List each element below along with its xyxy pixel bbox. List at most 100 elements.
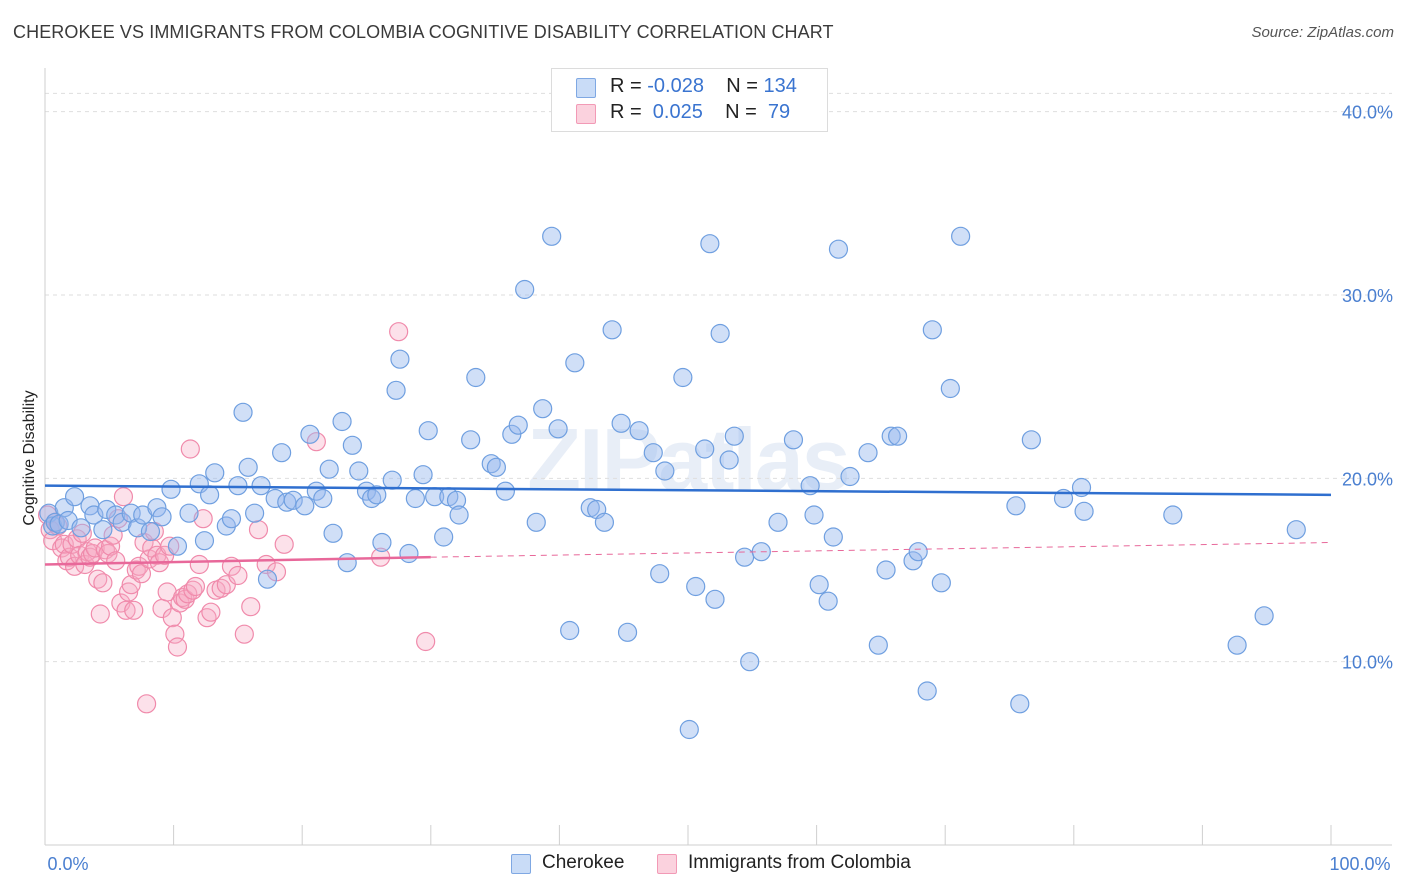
cherokee-point	[152, 507, 172, 527]
cherokee-point	[679, 719, 699, 740]
legend-n-label: N =	[725, 101, 763, 123]
cherokee-point	[508, 415, 528, 435]
colombia-point	[160, 536, 180, 556]
colombia-point	[228, 565, 248, 586]
cherokee-point	[804, 505, 824, 525]
trend-lines	[44, 484, 1332, 566]
correlation-legend: R = -0.028 N = 134 R = 0.025 N = 79	[551, 68, 828, 132]
colombia-point	[100, 536, 121, 556]
cherokee-point	[673, 367, 693, 388]
colombia-point	[118, 582, 139, 602]
cherokee-point	[1006, 496, 1026, 516]
cherokee-point	[922, 320, 942, 340]
cherokee-point	[1163, 505, 1183, 525]
colombia-point	[106, 551, 126, 571]
cherokee-point	[179, 503, 199, 523]
legend-label-colombia: Immigrants from Colombia	[688, 852, 911, 873]
colombia-point	[178, 584, 198, 604]
cherokee-point	[382, 470, 402, 490]
trend-line-colombia	[44, 555, 431, 566]
cherokee-point	[486, 457, 506, 477]
cherokee-point	[888, 426, 908, 446]
cherokee-point	[1286, 520, 1306, 540]
cherokee-point	[390, 349, 410, 369]
legend-swatch-colombia	[576, 104, 596, 124]
colombia-point	[90, 604, 110, 624]
cherokee-point	[140, 521, 161, 542]
cherokee-point	[818, 591, 838, 611]
cherokee-point	[705, 589, 725, 609]
chart-title: CHEROKEE VS IMMIGRANTS FROM COLOMBIA COG…	[13, 22, 834, 42]
x-tick-label-min: 0.0%	[47, 854, 88, 874]
tick-labels: 10.0% 20.0% 30.0% 40.0% 0.0% 100.0%	[47, 103, 1393, 874]
series-cherokee	[39, 226, 1306, 740]
cherokee-point	[319, 459, 339, 479]
colombia-point	[167, 637, 188, 657]
cherokee-point	[515, 279, 535, 300]
cherokee-point	[300, 424, 320, 444]
cherokee-point	[200, 485, 220, 505]
colombia-point	[306, 432, 326, 452]
cherokee-point	[418, 421, 438, 441]
cherokee-point	[461, 430, 481, 450]
legend-swatch-colombia	[657, 854, 677, 874]
y-tick-label: 40.0%	[1342, 103, 1393, 123]
cherokee-point	[617, 622, 638, 642]
legend-row-colombia: R = 0.025 N = 79	[576, 101, 790, 125]
cherokee-point	[917, 681, 937, 701]
y-tick-label: 20.0%	[1342, 469, 1393, 489]
cherokee-point	[881, 426, 901, 446]
cherokee-point	[809, 575, 829, 595]
cherokee-point	[876, 560, 896, 580]
colombia-point	[80, 547, 100, 567]
legend-n-value: 79	[762, 101, 791, 123]
cherokee-point	[602, 320, 622, 340]
colombia-point	[183, 580, 203, 600]
colombia-point	[113, 487, 134, 507]
cherokee-point	[823, 527, 843, 547]
colombia-point	[116, 600, 136, 620]
x-tick-label-max: 100.0%	[1329, 854, 1390, 874]
colombia-point	[180, 439, 200, 459]
cherokee-point	[724, 426, 744, 446]
cherokee-point	[434, 527, 454, 547]
legend-r-value: 0.025	[647, 101, 703, 123]
cherokee-point	[740, 652, 760, 672]
source-label: Source: ZipAtlas.com	[1251, 24, 1394, 41]
cherokee-point	[349, 461, 369, 481]
cherokee-point	[283, 490, 303, 510]
colombia-point	[93, 573, 113, 593]
cherokee-point	[1227, 635, 1247, 655]
cherokee-point	[367, 485, 387, 505]
cherokee-point	[655, 461, 675, 481]
colombia-point	[416, 631, 436, 652]
cherokee-point	[64, 487, 85, 507]
cherokee-point	[93, 520, 113, 540]
cherokee-point	[931, 573, 951, 593]
cherokee-point	[167, 536, 188, 556]
legend-label-cherokee: Cherokee	[542, 852, 625, 873]
cherokee-point	[386, 380, 406, 400]
colombia-point	[389, 322, 409, 342]
trend-line-colombia-extrapolated	[430, 542, 1332, 558]
cherokee-point	[277, 492, 297, 512]
cherokee-point	[542, 226, 562, 246]
cherokee-point	[783, 430, 804, 450]
cherokee-point	[858, 443, 878, 463]
cherokee-point	[228, 476, 248, 496]
legend-row-cherokee: R = -0.028 N = 134	[576, 75, 797, 99]
cherokee-point	[828, 239, 849, 259]
cherokee-point	[71, 518, 91, 538]
cherokee-point	[700, 234, 720, 254]
colombia-point	[248, 520, 269, 540]
legend-r-label: R =	[610, 101, 648, 123]
legend-n-value: 134	[763, 75, 797, 97]
colombia-point	[211, 578, 231, 598]
cherokee-point	[295, 496, 315, 516]
colombia-point	[88, 569, 108, 589]
legend-swatch-cherokee	[511, 854, 531, 874]
cherokee-point	[580, 498, 600, 518]
legend-n-label: N =	[726, 75, 764, 97]
cherokee-point	[313, 488, 333, 509]
